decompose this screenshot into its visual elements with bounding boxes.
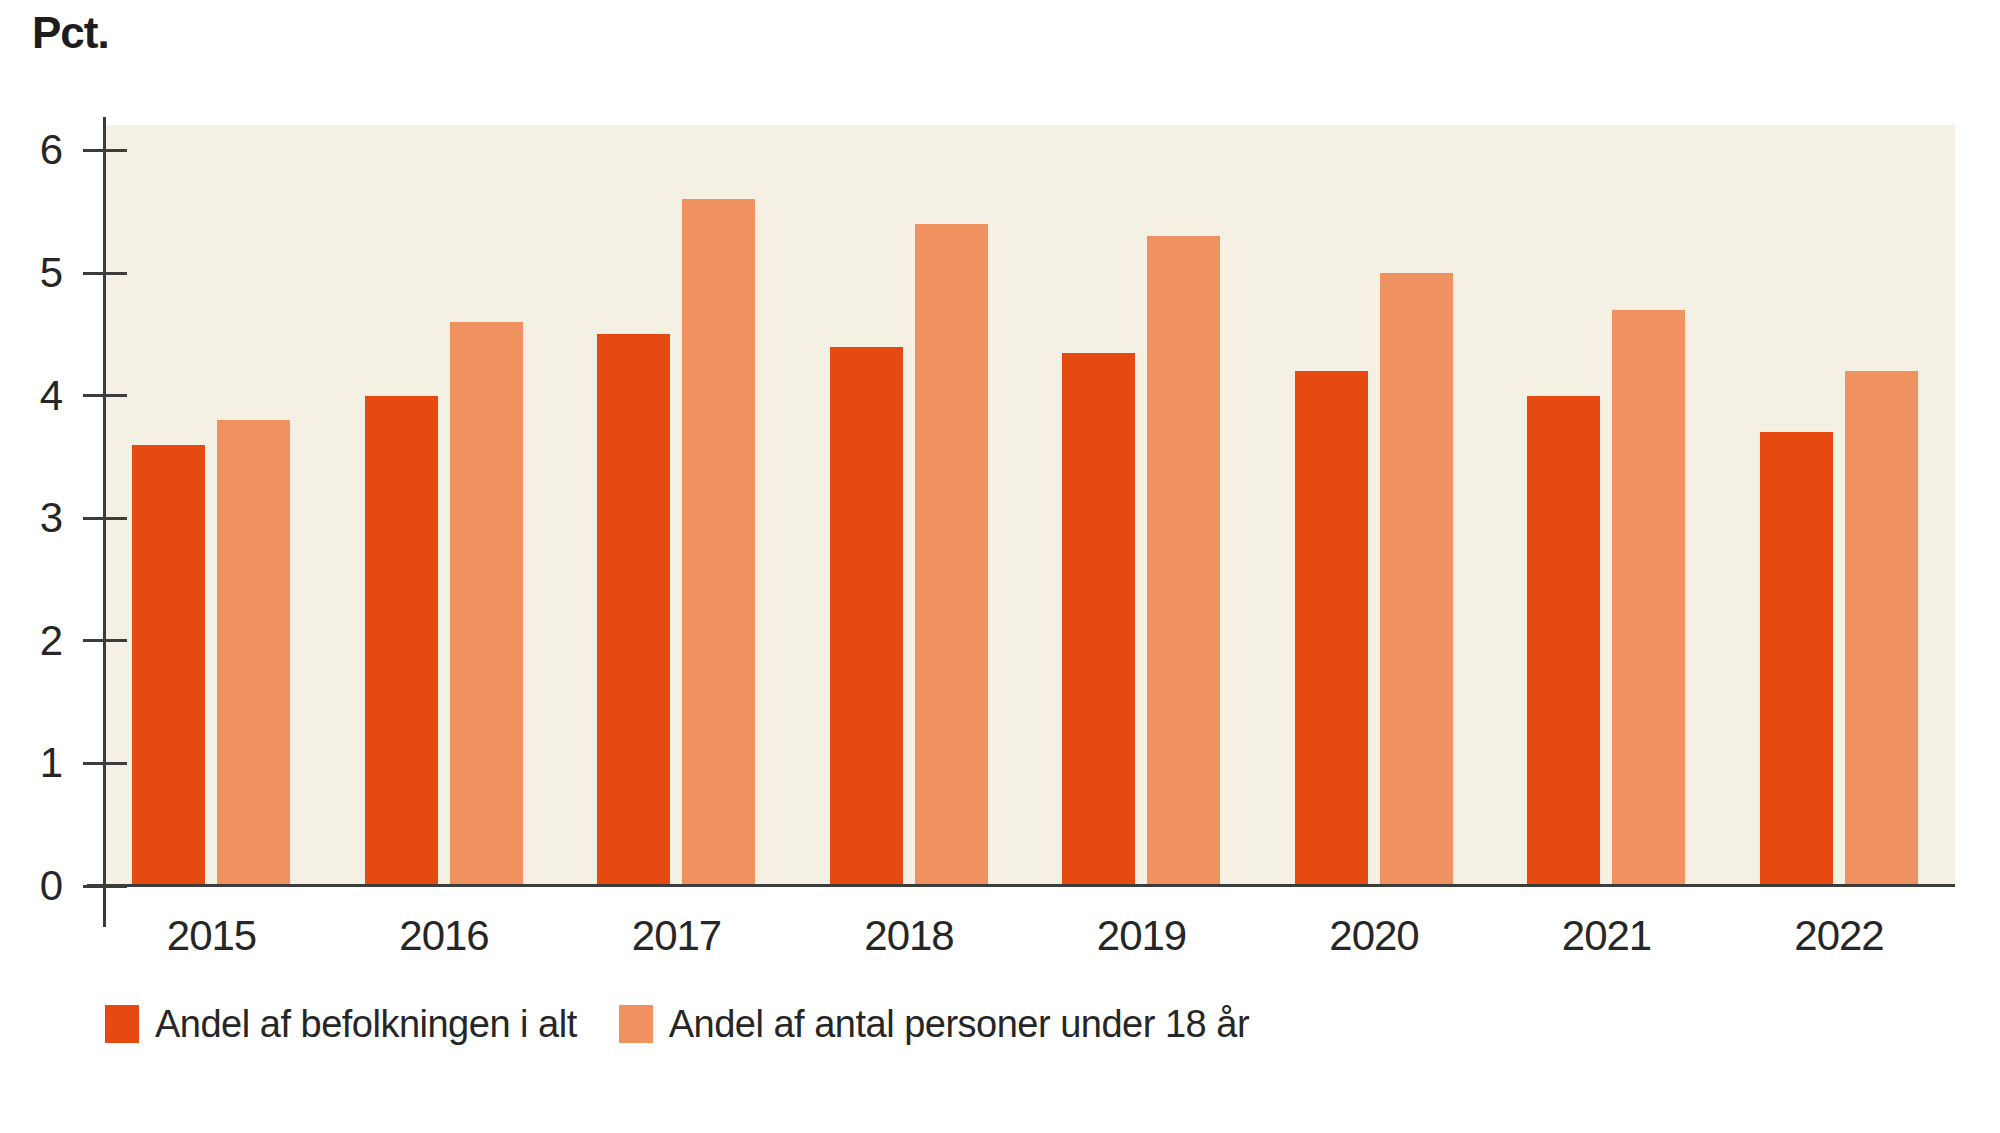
- bar-2021-series-2: [1612, 310, 1685, 886]
- chart-page: Pct. 0 1 2 3 4 5 6 2015 2016 2017 2018 2019 2020 2021…: [0, 0, 2000, 1133]
- legend-swatch-dark-orange: [105, 1005, 139, 1043]
- legend-label-befolkningen-i-alt: Andel af befolkningen i alt: [155, 1000, 577, 1048]
- y-axis-tick: [83, 149, 127, 152]
- bar-2022-series-1: [1760, 432, 1833, 886]
- y-axis-tick-label: 5: [0, 247, 62, 299]
- bar-2015-series-1: [132, 445, 205, 886]
- bar-2018-series-1: [830, 347, 903, 886]
- x-axis-label-2021: 2021: [1527, 912, 1687, 960]
- bar-2016-series-1: [365, 396, 438, 886]
- x-axis-label-2017: 2017: [597, 912, 757, 960]
- legend-swatch-light-orange: [619, 1005, 653, 1043]
- bar-2018-series-2: [915, 224, 988, 886]
- x-axis-line: [87, 884, 1955, 887]
- y-axis-tick-label: 3: [0, 492, 62, 544]
- y-axis-tick-label: 1: [0, 737, 62, 789]
- legend: Andel af befolkningen i alt Andel af ant…: [105, 1000, 1249, 1048]
- y-axis-line: [103, 117, 106, 927]
- legend-item-befolkningen-i-alt: Andel af befolkningen i alt: [105, 1000, 577, 1048]
- bar-2020-series-2: [1380, 273, 1453, 886]
- x-axis-label-2022: 2022: [1759, 912, 1919, 960]
- y-axis-title: Pct.: [32, 8, 109, 58]
- x-axis-label-2020: 2020: [1294, 912, 1454, 960]
- y-axis-tick: [83, 762, 127, 765]
- bar-2016-series-2: [450, 322, 523, 886]
- bar-2017-series-2: [682, 199, 755, 886]
- y-axis-tick: [83, 394, 127, 397]
- y-axis-tick: [83, 885, 127, 888]
- bar-2019-series-2: [1147, 236, 1220, 886]
- bar-2015-series-2: [217, 420, 290, 886]
- y-axis-tick-label: 0: [0, 860, 62, 912]
- x-axis-label-2018: 2018: [829, 912, 989, 960]
- bar-2019-series-1: [1062, 353, 1135, 886]
- bar-2021-series-1: [1527, 396, 1600, 886]
- x-axis-label-2015: 2015: [132, 912, 292, 960]
- bar-2017-series-1: [597, 334, 670, 886]
- bar-2022-series-2: [1845, 371, 1918, 886]
- x-axis-label-2019: 2019: [1062, 912, 1222, 960]
- y-axis-tick: [83, 639, 127, 642]
- y-axis-tick: [83, 272, 127, 275]
- legend-label-under-18-aar: Andel af antal personer under 18 år: [669, 1000, 1249, 1048]
- bar-2020-series-1: [1295, 371, 1368, 886]
- legend-item-under-18-aar: Andel af antal personer under 18 år: [619, 1000, 1249, 1048]
- y-axis-tick-label: 6: [0, 124, 62, 176]
- y-axis-tick: [83, 517, 127, 520]
- y-axis-tick-label: 2: [0, 615, 62, 667]
- y-axis-tick-label: 4: [0, 370, 62, 422]
- x-axis-label-2016: 2016: [364, 912, 524, 960]
